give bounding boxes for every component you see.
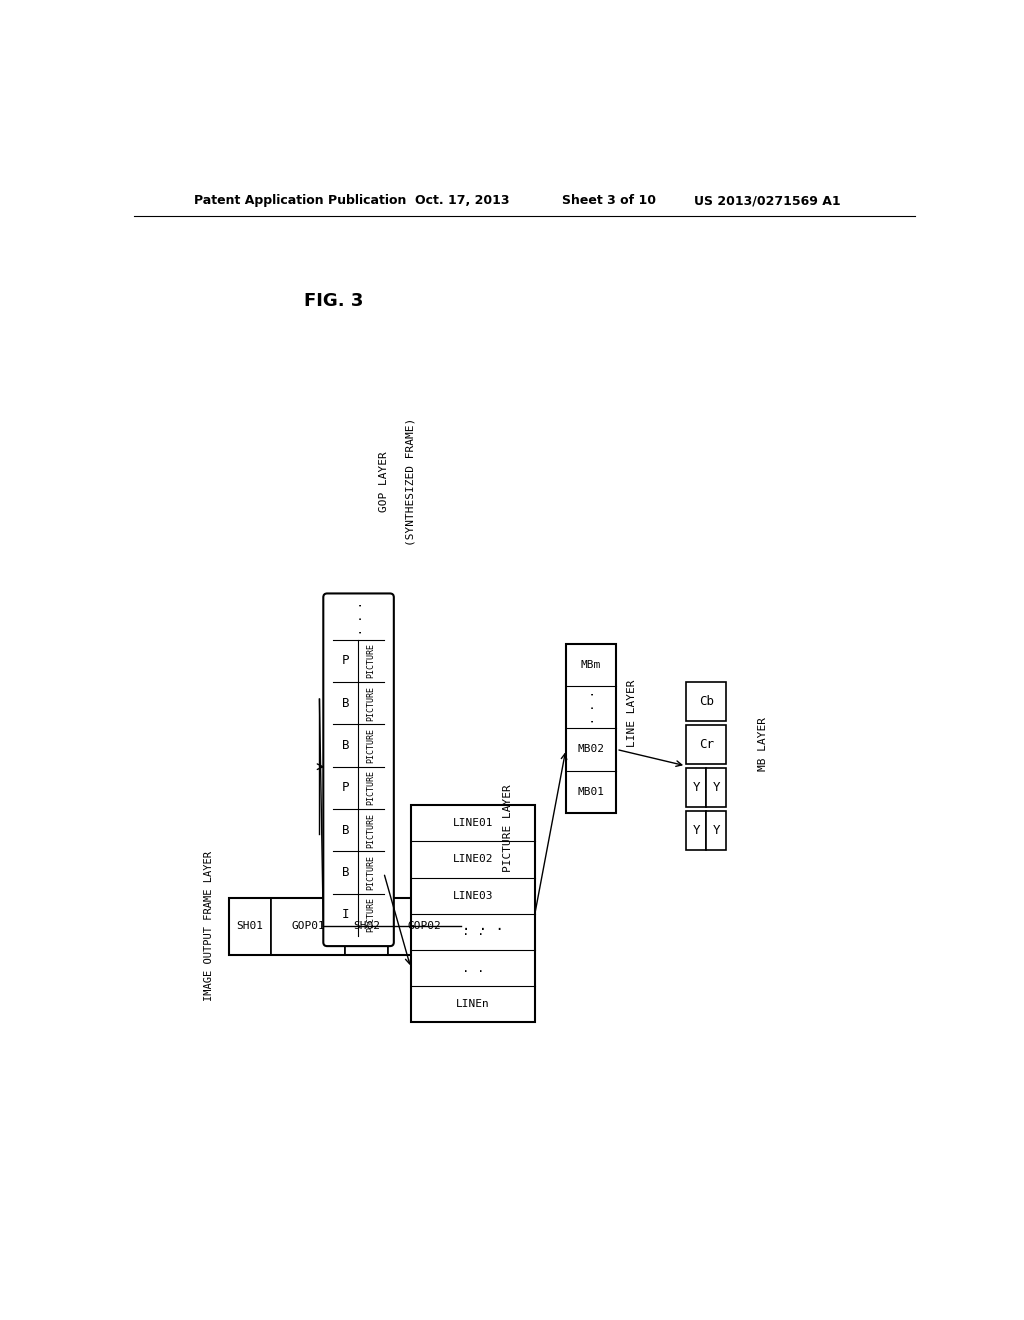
Text: I: I bbox=[342, 908, 349, 921]
Text: Y: Y bbox=[692, 781, 699, 795]
Bar bbox=[345, 898, 388, 956]
Text: (SYNTHESIZED FRAME): (SYNTHESIZED FRAME) bbox=[406, 417, 416, 546]
Text: Y: Y bbox=[713, 781, 720, 795]
Text: B: B bbox=[342, 739, 349, 752]
Text: SH02: SH02 bbox=[353, 921, 380, 932]
Text: PICTURE: PICTURE bbox=[366, 643, 375, 678]
Text: PICTURE: PICTURE bbox=[366, 771, 375, 805]
Text: PICTURE: PICTURE bbox=[366, 898, 375, 932]
Text: P: P bbox=[342, 781, 349, 795]
FancyBboxPatch shape bbox=[324, 594, 394, 946]
Text: B: B bbox=[342, 866, 349, 879]
Text: Y: Y bbox=[713, 824, 720, 837]
Text: MBm: MBm bbox=[581, 660, 601, 669]
Text: . .: . . bbox=[462, 961, 484, 974]
Text: Oct. 17, 2013: Oct. 17, 2013 bbox=[415, 194, 509, 207]
Text: Patent Application Publication: Patent Application Publication bbox=[194, 194, 407, 207]
Bar bbox=[707, 768, 726, 807]
Text: LINEn: LINEn bbox=[456, 999, 489, 1010]
Text: B: B bbox=[342, 824, 349, 837]
Bar bbox=[411, 805, 535, 1022]
Text: MB01: MB01 bbox=[578, 787, 604, 797]
Text: PICTURE: PICTURE bbox=[366, 855, 375, 890]
Text: Cr: Cr bbox=[698, 738, 714, 751]
Text: IMAGE OUTPUT FRAME LAYER: IMAGE OUTPUT FRAME LAYER bbox=[205, 851, 214, 1002]
Text: LINE LAYER: LINE LAYER bbox=[627, 678, 637, 747]
Text: LINE03: LINE03 bbox=[453, 891, 494, 900]
Text: PICTURE LAYER: PICTURE LAYER bbox=[503, 784, 513, 873]
Text: GOP LAYER: GOP LAYER bbox=[379, 451, 389, 512]
Text: . . .: . . . bbox=[462, 920, 504, 933]
Text: GOP01: GOP01 bbox=[291, 921, 325, 932]
Text: . . .: . . . bbox=[586, 690, 596, 723]
Text: Sheet 3 of 10: Sheet 3 of 10 bbox=[562, 194, 656, 207]
Text: PICTURE: PICTURE bbox=[366, 729, 375, 763]
Text: LINE01: LINE01 bbox=[453, 818, 494, 828]
Bar bbox=[686, 768, 707, 807]
Text: . .: . . bbox=[462, 925, 484, 939]
Bar bbox=[228, 898, 504, 956]
Text: PICTURE: PICTURE bbox=[366, 813, 375, 847]
Bar bbox=[271, 898, 345, 956]
Bar bbox=[228, 898, 271, 956]
Text: B: B bbox=[342, 697, 349, 710]
Text: . . .: . . . bbox=[353, 602, 364, 635]
Text: LINE02: LINE02 bbox=[453, 854, 494, 865]
Bar bbox=[686, 725, 726, 763]
Text: Y: Y bbox=[692, 824, 699, 837]
Text: P: P bbox=[342, 655, 349, 668]
Text: PICTURE: PICTURE bbox=[366, 685, 375, 721]
Bar bbox=[686, 682, 726, 721]
Text: Cb: Cb bbox=[698, 694, 714, 708]
Text: GOP02: GOP02 bbox=[408, 921, 441, 932]
Bar bbox=[566, 644, 616, 813]
Text: SH01: SH01 bbox=[237, 921, 263, 932]
Text: MB02: MB02 bbox=[578, 744, 604, 754]
Bar bbox=[686, 812, 707, 850]
Text: MB LAYER: MB LAYER bbox=[759, 717, 768, 771]
Text: FIG. 3: FIG. 3 bbox=[304, 292, 364, 310]
Text: US 2013/0271569 A1: US 2013/0271569 A1 bbox=[693, 194, 841, 207]
Bar bbox=[707, 812, 726, 850]
Bar bbox=[388, 898, 461, 956]
